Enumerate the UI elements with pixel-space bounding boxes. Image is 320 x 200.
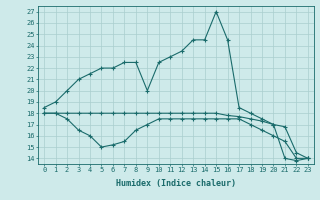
X-axis label: Humidex (Indice chaleur): Humidex (Indice chaleur) (116, 179, 236, 188)
